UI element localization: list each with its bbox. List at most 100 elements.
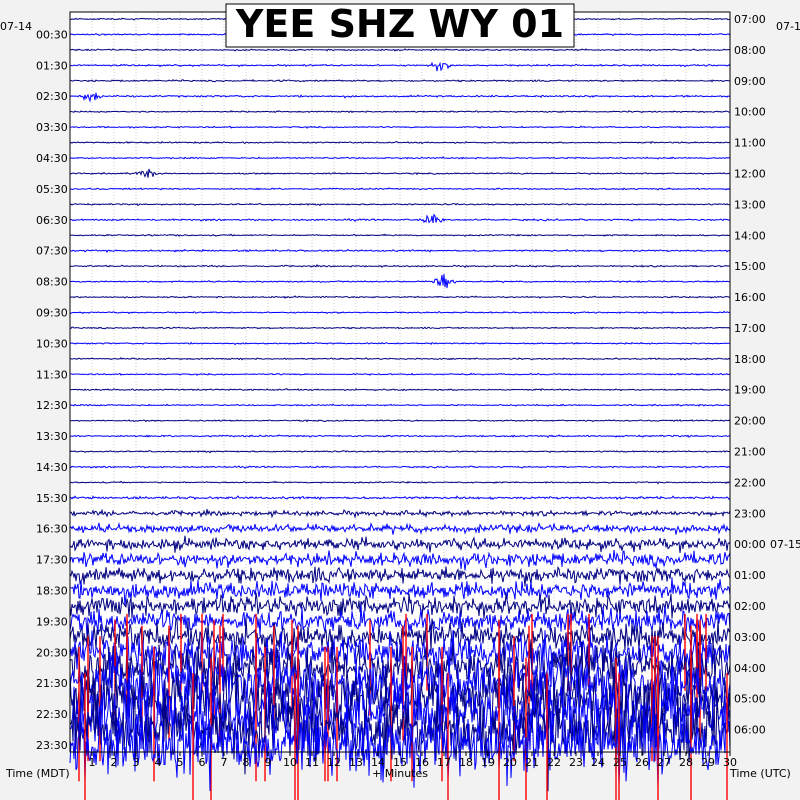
trace-row	[69, 480, 731, 485]
trace-row	[69, 388, 730, 392]
date-right-mid-label: 07-15	[770, 538, 800, 551]
left-time-label: 22:30	[36, 708, 68, 721]
x-tick-label: 2	[111, 756, 118, 769]
trace-row	[69, 465, 731, 469]
left-time-label: 17:30	[36, 554, 68, 567]
trace-row	[69, 357, 731, 361]
x-tick-label: 13	[349, 756, 363, 769]
left-time-label: 15:30	[36, 492, 68, 505]
right-time-label: 22:00	[734, 476, 766, 489]
left-time-label: 08:30	[36, 276, 68, 289]
clipped-spikes	[78, 646, 443, 782]
trace-row	[69, 274, 731, 289]
left-time-label: 19:30	[36, 615, 68, 628]
trace-row	[69, 434, 731, 439]
left-time-label: 00:30	[36, 28, 68, 41]
date-right-label: 07-1	[776, 20, 800, 33]
right-time-label: 17:00	[734, 322, 766, 335]
right-time-label: 04:00	[734, 662, 766, 675]
left-time-label: 16:30	[36, 523, 68, 536]
x-tick-label: 8	[243, 756, 250, 769]
trace-row	[69, 625, 731, 678]
trace-row	[69, 341, 731, 346]
x-tick-label: 29	[701, 756, 715, 769]
trace-row	[69, 248, 731, 254]
trace-row	[69, 550, 731, 571]
right-time-label: 01:00	[734, 569, 766, 582]
trace-row	[69, 691, 731, 791]
right-time-label: 23:00	[734, 507, 766, 520]
right-time-label: 08:00	[734, 44, 766, 57]
trace-row	[69, 125, 731, 129]
x-tick-label: 3	[133, 756, 140, 769]
left-time-label: 04:30	[36, 152, 68, 165]
left-time-label: 01:30	[36, 59, 68, 72]
trace-row	[69, 403, 731, 407]
trace-row	[70, 78, 731, 83]
left-time-label: 21:30	[36, 677, 68, 690]
left-time-label: 05:30	[36, 183, 68, 196]
left-time-label: 06:30	[36, 214, 68, 227]
x-tick-label: 4	[155, 756, 162, 769]
date-left-label: 07-14	[0, 20, 32, 33]
trace-row	[69, 326, 731, 330]
left-time-label: 20:30	[36, 646, 68, 659]
right-axis-label: Time (UTC)	[729, 767, 791, 780]
x-tick-label: 23	[569, 756, 583, 769]
right-time-label: 13:00	[734, 198, 766, 211]
title-box	[225, 3, 575, 48]
trace-row	[69, 233, 730, 237]
left-time-label: 09:30	[36, 306, 68, 319]
trace-row	[69, 508, 731, 519]
right-time-label: 12:00	[734, 167, 766, 180]
x-tick-label: 6	[199, 756, 206, 769]
trace-row	[69, 61, 731, 72]
left-time-label: 12:30	[36, 399, 68, 412]
x-tick-label: 22	[547, 756, 561, 769]
trace-row	[69, 295, 731, 299]
right-time-label: 09:00	[734, 75, 766, 88]
trace-row	[69, 521, 731, 535]
trace-row	[69, 592, 731, 620]
x-tick-label: 18	[459, 756, 473, 769]
left-time-label: 10:30	[36, 337, 68, 350]
x-tick-label: 30	[723, 756, 737, 769]
left-time-label: 03:30	[36, 121, 68, 134]
trace-row	[69, 140, 731, 145]
x-tick-label: 19	[481, 756, 495, 769]
right-time-label: 16:00	[734, 291, 766, 304]
trace-row	[69, 495, 731, 501]
trace-row	[69, 663, 731, 747]
right-time-label: 10:00	[734, 106, 766, 119]
right-time-label: 05:00	[734, 693, 766, 706]
right-time-label: 20:00	[734, 415, 766, 428]
x-tick-label: 28	[679, 756, 693, 769]
right-time-label: 19:00	[734, 384, 766, 397]
trace-row	[69, 48, 731, 52]
x-tick-marks: 1 2 3 4 5 6 7 8 9 10 11 12 13 14 15 16 17 18 19 20 21 22 23 24 2…	[89, 752, 737, 769]
clipped-spikes	[87, 636, 659, 762]
x-tick-label: 26	[635, 756, 649, 769]
left-time-label: 13:30	[36, 430, 68, 443]
right-time-label: 06:00	[734, 724, 766, 737]
left-time-label: 23:30	[36, 739, 68, 752]
trace-row	[69, 202, 731, 207]
x-tick-label: 14	[371, 756, 385, 769]
x-tick-label: 1	[89, 756, 96, 769]
left-time-label: 07:30	[36, 245, 68, 258]
trace-row	[69, 263, 731, 269]
trace-row	[69, 109, 731, 114]
trace-row	[69, 450, 731, 454]
right-time-label: 18:00	[734, 353, 766, 366]
x-tick-label: 24	[591, 756, 605, 769]
trace-row	[69, 92, 731, 103]
clipped-spikes	[84, 673, 728, 800]
right-time-label: 15:00	[734, 260, 766, 273]
left-time-axis: 00:30 01:30 02:30 03:30 04:30 05:30 06:30 07:30…	[36, 28, 68, 752]
x-tick-label: 9	[265, 756, 272, 769]
left-time-label: 14:30	[36, 461, 68, 474]
x-tick-label: 27	[657, 756, 671, 769]
trace-row	[69, 604, 731, 638]
trace-row	[69, 310, 731, 315]
